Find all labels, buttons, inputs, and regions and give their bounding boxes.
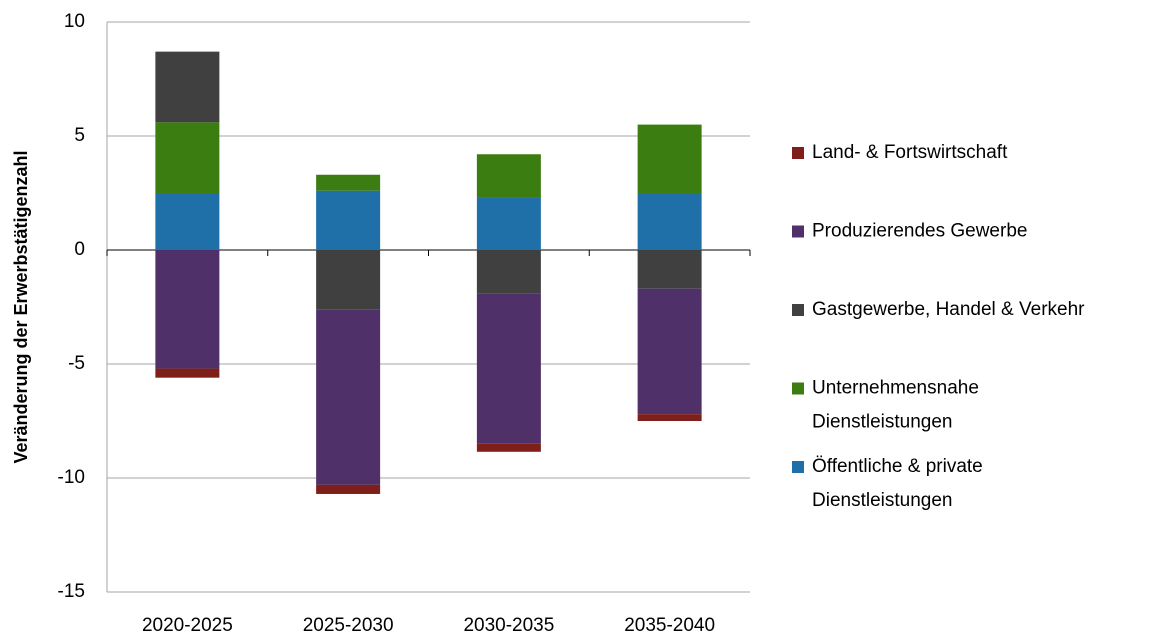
y-tick-label: 5 <box>74 125 85 146</box>
bar <box>316 309 381 485</box>
legend-swatch <box>792 225 804 238</box>
bar <box>316 484 381 494</box>
y-tick-label: -10 <box>58 467 85 488</box>
x-tick-label: 2025-2030 <box>303 615 394 636</box>
bar <box>155 51 220 123</box>
bar <box>316 190 381 250</box>
y-tick-label: 0 <box>74 239 85 260</box>
bar <box>155 193 220 250</box>
x-tick-label: 2020-2025 <box>142 615 233 636</box>
legend-label: Gastgewerbe, Handel & Verkehr <box>812 299 1085 320</box>
bar <box>476 443 541 452</box>
legend-swatch <box>792 461 804 473</box>
bar <box>637 124 702 193</box>
bar <box>476 197 541 250</box>
bar <box>637 193 702 250</box>
bar <box>155 250 220 369</box>
bar <box>476 154 541 198</box>
bar <box>637 288 702 415</box>
y-tick-label: -15 <box>58 581 85 602</box>
legend-label: Produzierendes Gewerbe <box>812 221 1027 242</box>
y-tick-label: 10 <box>64 11 85 32</box>
bar <box>476 250 541 294</box>
legend-label: Unternehmensnahe Dienstleistungen <box>812 378 984 433</box>
bar <box>316 174 381 191</box>
y-axis-label: Veränderung der Erwerbstätigenzahl <box>11 150 31 463</box>
legend-swatch <box>792 147 804 159</box>
legend-label: Land- & Fortswirtschaft <box>812 142 1008 163</box>
bar <box>637 414 702 421</box>
bar <box>155 122 220 193</box>
bar <box>476 293 541 444</box>
legend-swatch <box>792 382 804 395</box>
legend-swatch <box>792 304 804 316</box>
x-tick-label: 2035-2040 <box>624 615 715 636</box>
bar <box>637 250 702 289</box>
legend-label: Öffentliche & private Dienstleistungen <box>812 456 988 511</box>
x-tick-label: 2030-2035 <box>463 615 554 636</box>
bar <box>316 250 381 310</box>
y-tick-label: -5 <box>68 353 85 374</box>
bar <box>155 368 220 378</box>
